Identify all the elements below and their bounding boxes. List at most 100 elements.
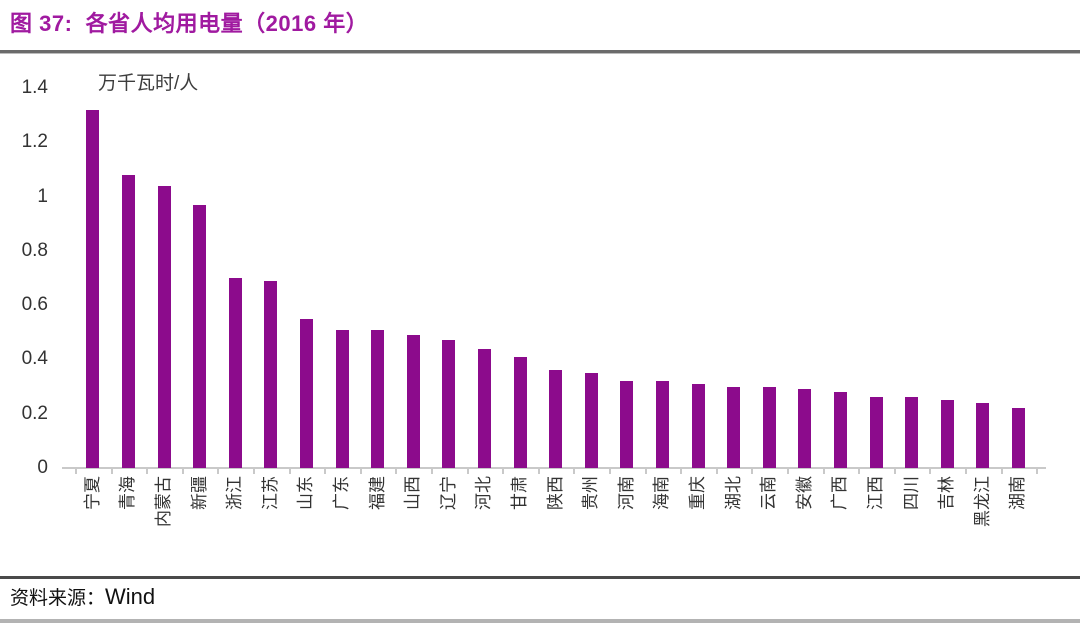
y-axis-unit-label: 万千瓦时/人	[98, 73, 199, 94]
x-axis-tick	[217, 469, 220, 474]
x-axis-label: 湖北	[723, 476, 743, 510]
x-axis-tick	[680, 469, 683, 474]
x-axis-tick	[715, 469, 718, 474]
bar	[762, 386, 776, 468]
x-axis-tick	[787, 469, 789, 474]
bar	[228, 278, 242, 468]
bar	[727, 386, 741, 468]
y-axis-tick-label: 0.8	[21, 239, 48, 261]
x-axis-line	[62, 467, 1046, 469]
x-axis-tick	[181, 469, 184, 474]
y-axis-tick-label: 0	[37, 457, 48, 478]
y-axis-tick-label: 0.6	[21, 294, 48, 316]
x-axis-tick	[751, 469, 754, 474]
x-axis-tick	[858, 469, 861, 474]
x-axis-label: 内蒙古	[154, 476, 173, 527]
x-axis-label: 广东	[332, 476, 351, 510]
x-axis-tick	[359, 469, 362, 474]
bar	[1011, 408, 1025, 468]
x-axis-tick	[609, 469, 611, 474]
title-divider	[0, 50, 1080, 54]
x-axis-label: 海南	[652, 476, 672, 510]
x-axis-tick	[929, 469, 932, 474]
x-axis-label: 贵州	[581, 476, 601, 510]
bar	[264, 280, 278, 468]
bottom-edge-strip	[0, 619, 1080, 623]
x-axis-label: 山西	[403, 476, 423, 510]
bar	[798, 389, 812, 468]
x-axis-label: 河北	[474, 476, 494, 510]
x-axis-label: 山东	[296, 476, 316, 510]
bar	[513, 356, 527, 468]
bar	[976, 402, 990, 468]
bar	[655, 381, 669, 468]
x-axis-label: 吉林	[937, 476, 957, 510]
bar	[477, 348, 491, 468]
x-axis-tick	[75, 469, 77, 474]
x-axis-label: 甘肃	[510, 476, 529, 510]
bar	[121, 174, 135, 468]
bar	[193, 204, 207, 468]
x-axis-label: 宁夏	[82, 476, 102, 510]
x-axis-tick	[822, 469, 825, 474]
x-axis-tick	[466, 469, 469, 474]
x-axis-label: 湖南	[1008, 476, 1028, 510]
bar	[406, 335, 420, 468]
x-axis-label: 江苏	[260, 476, 280, 510]
bar	[157, 185, 171, 468]
x-axis-tick	[1036, 469, 1039, 474]
bar	[620, 381, 634, 468]
y-axis-tick-label: 0.2	[21, 402, 48, 424]
bar	[584, 373, 598, 468]
y-axis-tick-label: 1.4	[21, 77, 48, 98]
x-axis-tick	[110, 469, 113, 474]
x-axis-label: 云南	[759, 476, 779, 510]
x-axis-label: 福建	[367, 476, 387, 510]
bar	[905, 397, 919, 468]
x-axis-label: 河南	[616, 476, 636, 510]
bar	[869, 397, 883, 468]
x-axis-tick	[146, 469, 149, 474]
bar	[86, 109, 100, 468]
bar	[442, 340, 456, 468]
x-axis-label: 青海	[118, 476, 138, 510]
x-axis-label: 四川	[901, 476, 921, 510]
source-label: 资料来源：	[10, 588, 106, 609]
x-axis-tick	[644, 469, 647, 474]
x-axis-tick	[893, 469, 896, 474]
y-axis-tick-label: 1.2	[21, 131, 48, 153]
source-note: 资料来源：Wind	[10, 582, 155, 615]
x-axis-tick	[537, 469, 540, 474]
bar	[371, 329, 385, 468]
bar-chart: 万千瓦时/人 0 0.2 0.4 0.6 0.8 1 1.2 1.4 宁夏 青海 内蒙古 新疆 浙江江…	[0, 53, 1080, 576]
x-axis-tick	[288, 469, 291, 474]
x-axis-tick	[573, 469, 576, 474]
x-axis-label: 重庆	[688, 476, 707, 510]
x-axis-label: 广西	[830, 476, 850, 510]
x-axis-label: 新疆	[189, 476, 209, 510]
bar	[691, 383, 705, 468]
bar	[299, 318, 313, 468]
x-axis-label: 江西	[866, 476, 885, 510]
bar	[940, 400, 954, 468]
x-axis-tick	[965, 469, 967, 474]
x-axis-tick	[502, 469, 505, 474]
source-value: Wind	[105, 584, 156, 609]
footer-divider	[0, 576, 1080, 579]
x-axis-tick	[431, 469, 433, 474]
bar	[833, 392, 847, 468]
bar	[549, 370, 563, 468]
x-axis-label: 黑龙江	[972, 476, 992, 527]
x-axis-label: 安徽	[794, 476, 814, 510]
y-axis-tick-label: 0.4	[21, 348, 48, 370]
x-axis-tick	[1000, 469, 1003, 474]
y-axis-tick-label: 1	[37, 185, 48, 207]
bar	[335, 329, 349, 468]
figure-title: 图 37: 各省人均用电量（2016 年）	[10, 11, 369, 36]
x-axis-tick	[324, 469, 327, 474]
x-axis-label: 浙江	[225, 476, 245, 510]
x-axis-label: 辽宁	[438, 476, 458, 510]
x-axis-tick	[395, 469, 398, 474]
x-axis-label: 陕西	[545, 476, 565, 510]
